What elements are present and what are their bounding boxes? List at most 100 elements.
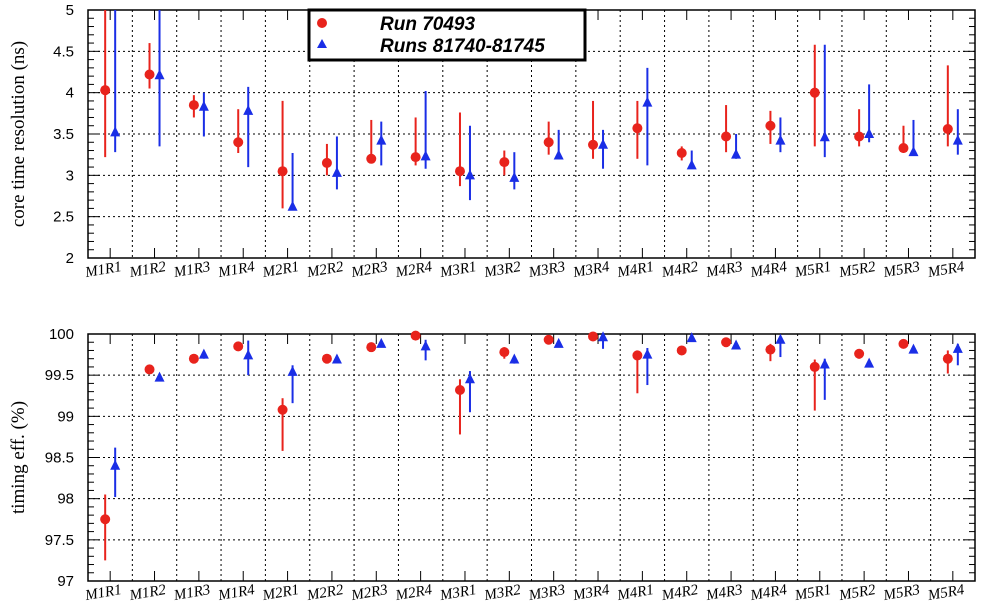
data-point-triangle xyxy=(376,134,387,145)
x-category-label: M3R4 xyxy=(571,582,611,604)
x-category-label: M2R1 xyxy=(260,582,300,604)
data-point-triangle xyxy=(243,349,254,360)
x-category-label: M5R2 xyxy=(837,582,877,604)
x-category-label: M3R2 xyxy=(482,582,522,604)
data-point-circle xyxy=(942,353,953,364)
y-tick-label: 3 xyxy=(66,167,74,184)
data-point-circle xyxy=(588,139,599,150)
x-category-label: M4R4 xyxy=(748,259,788,281)
data-point-triangle xyxy=(110,126,121,137)
data-point-triangle xyxy=(110,459,121,470)
data-point-triangle xyxy=(154,69,165,80)
x-category-label: M5R1 xyxy=(793,582,833,604)
data-point-triangle xyxy=(420,150,431,161)
data-point-triangle xyxy=(464,373,475,384)
data-point-circle xyxy=(721,131,732,142)
data-point-triangle xyxy=(509,171,520,182)
x-category-label: M4R2 xyxy=(660,259,700,281)
data-point-triangle xyxy=(731,148,742,159)
x-category-label: M1R3 xyxy=(172,582,212,604)
x-category-label: M5R4 xyxy=(926,582,966,604)
data-point-circle xyxy=(366,153,377,164)
data-point-circle xyxy=(410,152,421,163)
data-point-circle xyxy=(543,137,554,148)
data-point-circle xyxy=(499,347,510,358)
x-category-label: M4R1 xyxy=(615,582,655,604)
data-point-circle xyxy=(543,334,554,345)
data-point-triangle xyxy=(775,134,786,145)
x-category-label: M3R3 xyxy=(527,582,567,604)
data-point-circle xyxy=(676,148,687,159)
data-point-triangle xyxy=(775,333,786,344)
data-point-triangle xyxy=(731,339,742,350)
data-point-triangle xyxy=(686,332,697,343)
data-point-circle xyxy=(898,143,909,154)
x-category-label: M4R3 xyxy=(704,259,744,281)
data-point-triangle xyxy=(376,337,387,348)
data-point-circle xyxy=(499,157,510,168)
x-category-label: M4R2 xyxy=(660,582,700,604)
x-category-label: M1R1 xyxy=(83,259,123,281)
y-tick-label: 97 xyxy=(57,573,74,590)
x-category-label: M1R4 xyxy=(216,582,256,604)
data-point-triangle xyxy=(553,337,564,348)
data-point-circle xyxy=(676,345,687,356)
x-category-label: M2R3 xyxy=(349,582,389,604)
y-tick-label: 98 xyxy=(57,491,74,508)
data-point-circle xyxy=(188,353,199,364)
x-category-label: M1R3 xyxy=(172,259,212,281)
data-point-triangle xyxy=(819,131,830,142)
y-tick-label: 3.5 xyxy=(53,126,74,143)
data-point-circle xyxy=(188,100,199,111)
y-tick-label: 5 xyxy=(66,2,74,19)
data-point-triangle xyxy=(642,348,653,359)
data-point-circle xyxy=(366,342,377,353)
data-point-circle xyxy=(765,344,776,355)
x-category-label: M2R2 xyxy=(305,259,345,281)
y-tick-label: 2 xyxy=(66,250,74,267)
x-category-label: M5R3 xyxy=(881,259,921,281)
x-category-label: M4R4 xyxy=(748,582,788,604)
data-point-circle xyxy=(233,137,244,148)
x-category-label: M3R2 xyxy=(482,259,522,281)
data-point-circle xyxy=(100,514,111,525)
x-category-label: M2R2 xyxy=(305,582,345,604)
legend-marker-runs-81740-81745 xyxy=(317,39,327,48)
legend: Run 70493 Runs 81740-81745 xyxy=(307,8,587,62)
data-point-triangle xyxy=(553,149,564,160)
data-point-triangle xyxy=(952,342,963,353)
data-point-triangle xyxy=(908,146,919,157)
data-point-circle xyxy=(898,338,909,349)
data-point-triangle xyxy=(864,357,875,368)
y-axis-title: timing eff. (%) xyxy=(8,401,29,514)
data-point-circle xyxy=(809,87,820,98)
data-point-triangle xyxy=(331,166,342,177)
y-tick-label: 100 xyxy=(49,326,74,343)
data-point-triangle xyxy=(243,104,254,115)
y-tick-label: 99.5 xyxy=(45,367,74,384)
data-point-triangle xyxy=(198,100,209,111)
y-tick-label: 2.5 xyxy=(53,209,74,226)
y-tick-label: 97.5 xyxy=(45,532,74,549)
data-point-circle xyxy=(632,350,643,361)
x-category-label: M3R1 xyxy=(438,582,478,604)
data-point-circle xyxy=(321,353,332,364)
data-point-triangle xyxy=(908,343,919,354)
data-point-triangle xyxy=(287,200,298,211)
data-point-circle xyxy=(144,364,155,375)
legend-label-runs-81740-81745: Runs 81740-81745 xyxy=(380,36,545,57)
data-point-circle xyxy=(100,85,111,96)
y-tick-label: 98.5 xyxy=(45,450,74,467)
x-category-label: M4R1 xyxy=(615,259,655,281)
y-tick-label: 4.5 xyxy=(53,43,74,60)
legend-label-run-70493: Run 70493 xyxy=(380,14,475,35)
data-point-circle xyxy=(277,404,288,415)
data-point-circle xyxy=(854,348,865,359)
x-category-label: M2R3 xyxy=(349,259,389,281)
data-point-circle xyxy=(942,124,953,135)
data-point-triangle xyxy=(864,128,875,138)
data-point-triangle xyxy=(420,340,431,351)
